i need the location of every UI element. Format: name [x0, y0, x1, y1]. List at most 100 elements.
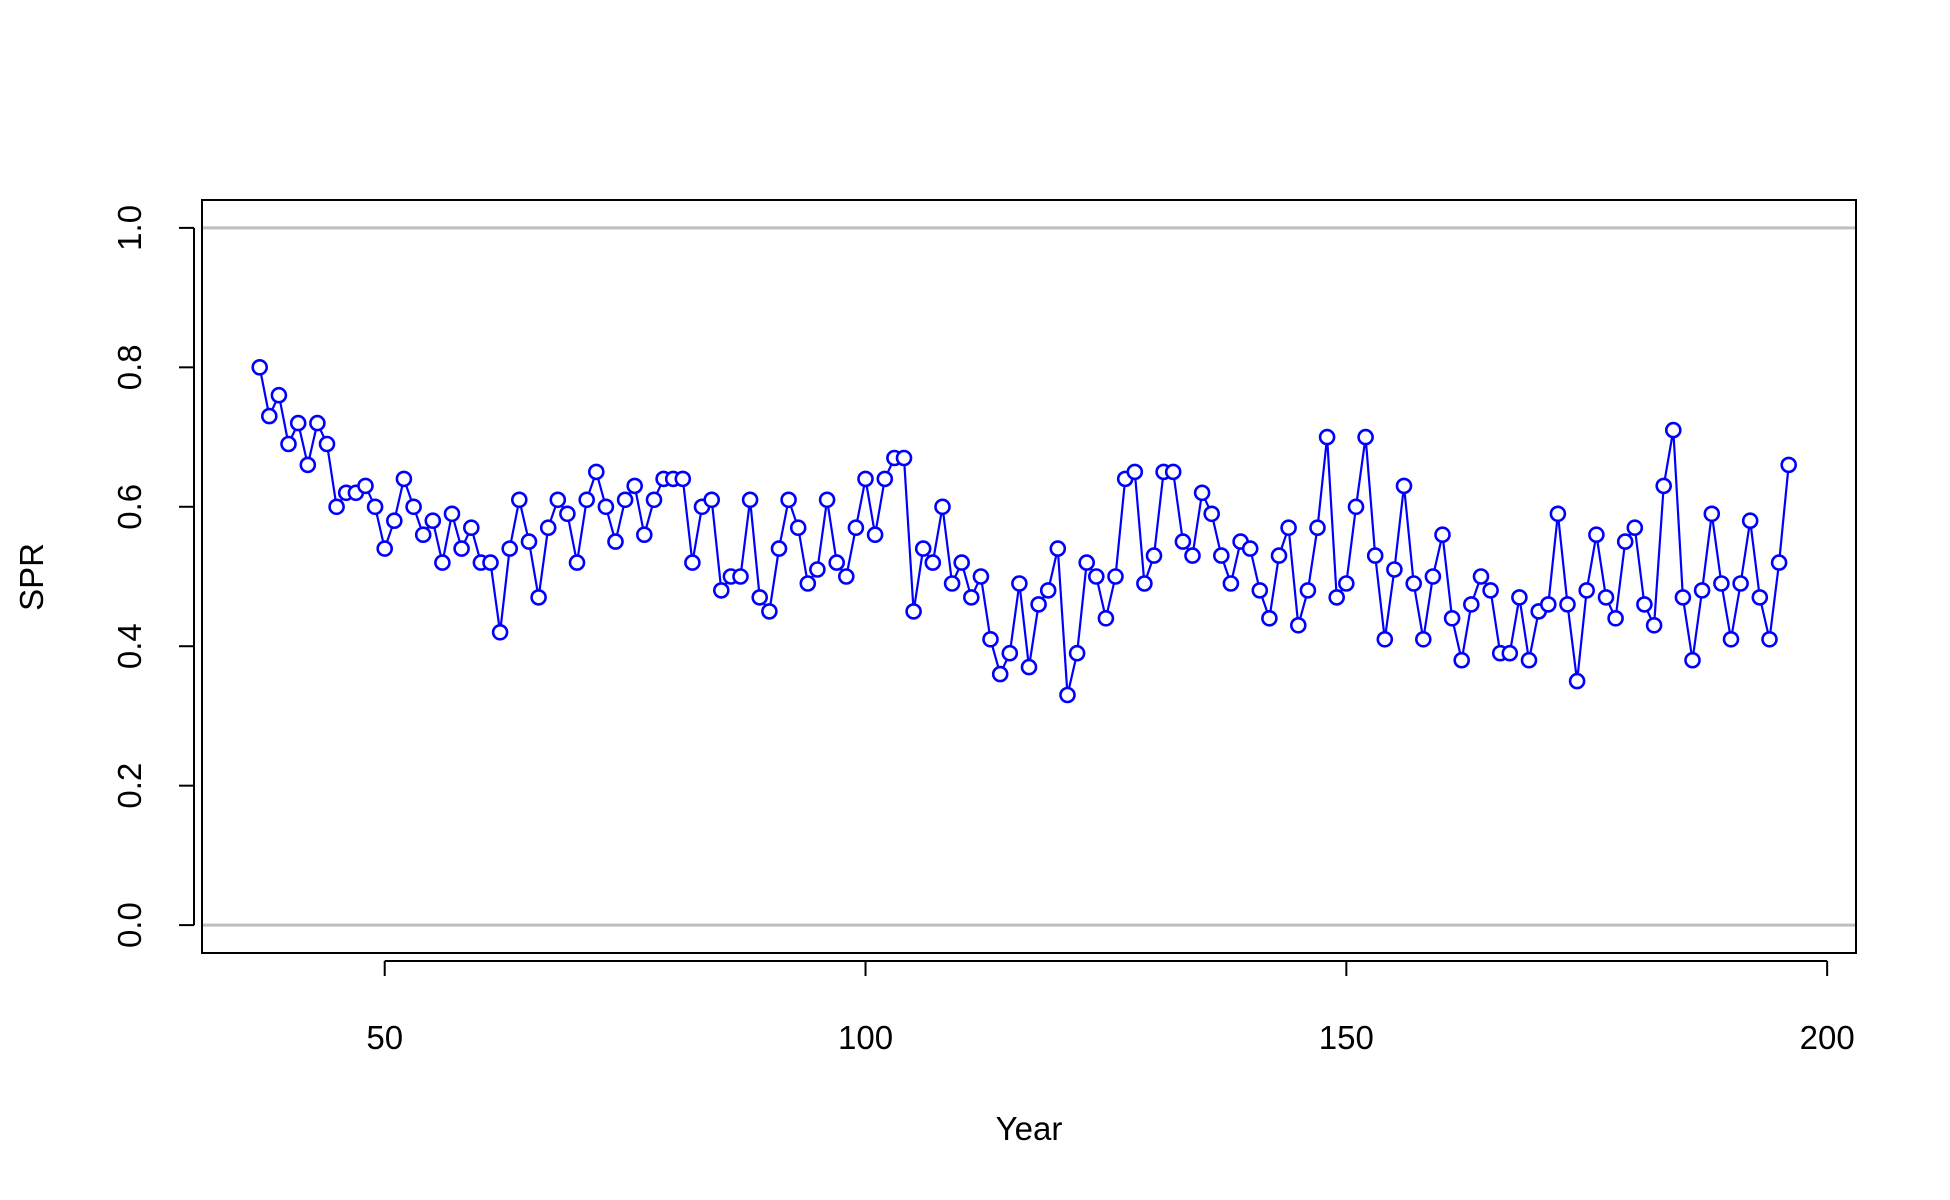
data-point: [299, 456, 317, 474]
data-point: [1578, 582, 1595, 599]
data-point: [684, 554, 701, 571]
data-point: [1520, 651, 1538, 669]
data-point: [357, 477, 374, 495]
data-point: [1665, 421, 1682, 439]
data-point: [1193, 484, 1211, 502]
data-point: [597, 498, 615, 516]
data-point: [635, 526, 653, 544]
data-point: [741, 491, 759, 509]
data-point: [1607, 609, 1624, 627]
data-point: [559, 505, 576, 523]
data-point: [857, 470, 874, 488]
data-point: [1645, 616, 1663, 634]
plot-frame: [201, 199, 1857, 954]
data-point: [780, 491, 797, 509]
data-point: [1741, 512, 1759, 530]
data-point: [1472, 568, 1490, 585]
y-tick-label: 0.0: [111, 902, 148, 948]
data-point: [1511, 589, 1528, 606]
data-point: [1405, 575, 1422, 592]
y-tick-label: 0.6: [111, 484, 148, 530]
data-point: [626, 477, 644, 495]
x-tick-label: 100: [838, 1019, 893, 1056]
data-point: [491, 623, 509, 641]
data-point: [703, 491, 721, 509]
data-point: [789, 519, 807, 537]
y-axis-title: SPR: [13, 543, 50, 611]
data-point: [1270, 547, 1288, 564]
data-point: [1164, 463, 1182, 481]
y-tick-label: 0.4: [111, 623, 148, 669]
data-point: [953, 554, 971, 571]
data-point: [318, 435, 336, 453]
data-point: [453, 540, 470, 557]
data-point: [1386, 561, 1403, 578]
data-point: [616, 491, 634, 509]
data-point: [895, 449, 913, 467]
data-point: [1568, 672, 1586, 690]
data-point: [1415, 630, 1432, 648]
x-tick-label: 150: [1319, 1019, 1374, 1056]
data-point: [847, 519, 865, 537]
data-point: [1107, 568, 1124, 585]
data-point: [1549, 505, 1567, 523]
data-point: [1636, 596, 1653, 613]
data-point: [1261, 609, 1278, 627]
data-point: [1376, 630, 1394, 648]
data-point: [1732, 575, 1749, 592]
data-point: [1588, 526, 1605, 544]
data-point: [962, 589, 980, 606]
data-point: [443, 505, 461, 523]
data-point: [1616, 533, 1634, 550]
data-point: [1674, 589, 1692, 606]
data-point: [1049, 540, 1067, 557]
data-point: [1770, 554, 1788, 571]
data-point: [1395, 477, 1413, 495]
data-point: [539, 519, 557, 537]
data-point: [1761, 630, 1778, 648]
data-point: [1693, 582, 1711, 599]
data-point: [828, 554, 846, 571]
series-layer: [251, 358, 1797, 704]
data-point: [1126, 463, 1144, 481]
data-point: [1780, 456, 1797, 474]
data-point: [501, 540, 519, 557]
data-point: [578, 491, 596, 509]
data-point: [1001, 644, 1019, 662]
reference-lines: [202, 226, 1856, 927]
data-point: [972, 568, 990, 585]
data-point: [1366, 547, 1384, 564]
data-point: [818, 491, 836, 509]
y-tick-label: 0.2: [111, 763, 148, 809]
data-point: [1309, 519, 1326, 537]
data-point: [1011, 575, 1028, 592]
data-point: [1039, 582, 1057, 599]
data-point: [1030, 596, 1047, 613]
data-point: [280, 435, 297, 453]
data-point: [1713, 575, 1730, 592]
data-point: [712, 582, 730, 599]
data-point: [1501, 644, 1519, 662]
x-tick-label: 50: [366, 1019, 403, 1056]
data-point: [1338, 575, 1355, 592]
data-point: [924, 554, 942, 571]
data-point: [1174, 533, 1192, 550]
data-point: [645, 491, 663, 509]
data-point: [405, 498, 422, 516]
data-point: [1328, 589, 1345, 606]
data-point: [1463, 596, 1480, 613]
data-point: [328, 498, 345, 516]
data-point: [1280, 519, 1297, 537]
data-point: [607, 533, 624, 550]
data-point: [1097, 609, 1115, 627]
data-point: [251, 358, 269, 376]
data-point: [914, 540, 932, 557]
data-point: [1751, 589, 1769, 606]
data-point: [434, 554, 451, 571]
data-point: [549, 491, 567, 509]
data-point: [1078, 554, 1095, 571]
data-point: [1290, 616, 1307, 634]
data-point: [309, 414, 326, 432]
data-point: [866, 526, 884, 544]
